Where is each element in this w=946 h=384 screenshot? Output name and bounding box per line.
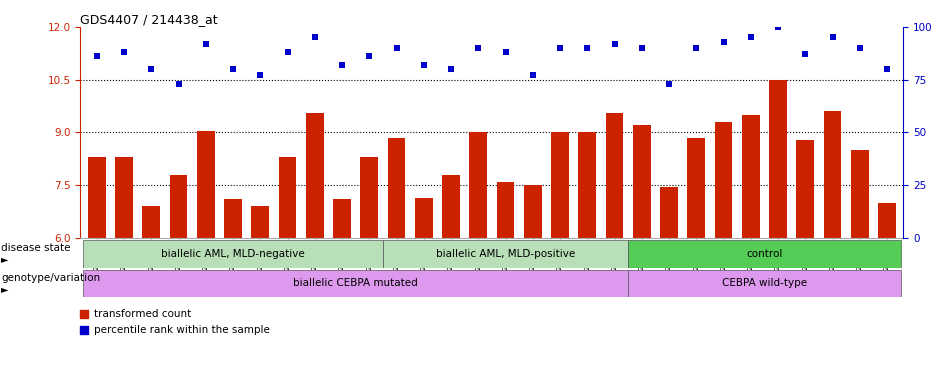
Bar bbox=[360, 157, 378, 238]
Bar bbox=[224, 199, 242, 238]
Point bbox=[199, 41, 214, 47]
Point bbox=[607, 41, 622, 47]
Point bbox=[716, 39, 731, 45]
Text: ►: ► bbox=[1, 284, 9, 294]
Bar bbox=[715, 122, 732, 238]
Bar bbox=[115, 157, 132, 238]
Bar bbox=[628, 270, 901, 297]
Bar bbox=[469, 132, 487, 238]
Point bbox=[171, 81, 186, 87]
Text: ►: ► bbox=[1, 255, 9, 265]
Bar bbox=[769, 80, 787, 238]
Point bbox=[444, 66, 459, 72]
Point bbox=[770, 24, 785, 30]
Point bbox=[89, 53, 104, 60]
Point bbox=[744, 34, 759, 40]
Point bbox=[580, 45, 595, 51]
Bar bbox=[628, 240, 901, 268]
Bar bbox=[552, 132, 569, 238]
Point bbox=[335, 62, 350, 68]
Text: CEBPA wild-type: CEBPA wild-type bbox=[722, 278, 807, 288]
Bar bbox=[578, 132, 596, 238]
Point bbox=[144, 66, 159, 72]
Bar bbox=[333, 199, 351, 238]
Point bbox=[661, 81, 676, 87]
Bar bbox=[169, 175, 187, 238]
Point bbox=[852, 45, 867, 51]
Bar bbox=[252, 207, 269, 238]
Bar bbox=[851, 150, 868, 238]
Bar bbox=[415, 198, 432, 238]
Text: control: control bbox=[746, 249, 782, 259]
Bar bbox=[688, 138, 705, 238]
Bar bbox=[197, 131, 215, 238]
Point bbox=[797, 51, 813, 58]
Point bbox=[552, 45, 568, 51]
Bar bbox=[633, 126, 651, 238]
Bar bbox=[88, 157, 106, 238]
Bar bbox=[524, 185, 542, 238]
Bar bbox=[383, 240, 628, 268]
Bar bbox=[878, 203, 896, 238]
Point bbox=[525, 73, 540, 79]
Point bbox=[268, 230, 283, 236]
Point bbox=[268, 90, 283, 96]
Bar bbox=[605, 113, 623, 238]
Point bbox=[498, 49, 513, 55]
Bar bbox=[824, 111, 841, 238]
Point bbox=[361, 53, 377, 60]
Text: biallelic CEBPA mutated: biallelic CEBPA mutated bbox=[293, 278, 418, 288]
Point bbox=[825, 34, 840, 40]
Point bbox=[280, 49, 295, 55]
Point bbox=[225, 66, 240, 72]
Bar bbox=[279, 157, 296, 238]
Point bbox=[471, 45, 486, 51]
Bar bbox=[83, 240, 383, 268]
Bar bbox=[442, 175, 460, 238]
Point bbox=[253, 73, 268, 79]
Text: biallelic AML, MLD-negative: biallelic AML, MLD-negative bbox=[161, 249, 305, 259]
Point bbox=[634, 45, 649, 51]
Point bbox=[689, 45, 704, 51]
Point bbox=[307, 34, 323, 40]
Bar bbox=[497, 182, 515, 238]
Text: transformed count: transformed count bbox=[94, 310, 191, 319]
Text: GDS4407 / 214438_at: GDS4407 / 214438_at bbox=[80, 13, 218, 26]
Bar bbox=[83, 270, 628, 297]
Bar bbox=[306, 113, 324, 238]
Point bbox=[880, 66, 895, 72]
Text: genotype/variation: genotype/variation bbox=[1, 273, 100, 283]
Bar bbox=[660, 187, 678, 238]
Bar bbox=[143, 207, 160, 238]
Point bbox=[416, 62, 431, 68]
Text: percentile rank within the sample: percentile rank within the sample bbox=[94, 325, 270, 335]
Bar bbox=[388, 138, 406, 238]
Point bbox=[389, 45, 404, 51]
Bar bbox=[742, 115, 760, 238]
Text: disease state: disease state bbox=[1, 243, 70, 253]
Point bbox=[116, 49, 131, 55]
Text: biallelic AML, MLD-positive: biallelic AML, MLD-positive bbox=[436, 249, 575, 259]
Bar bbox=[797, 139, 815, 238]
